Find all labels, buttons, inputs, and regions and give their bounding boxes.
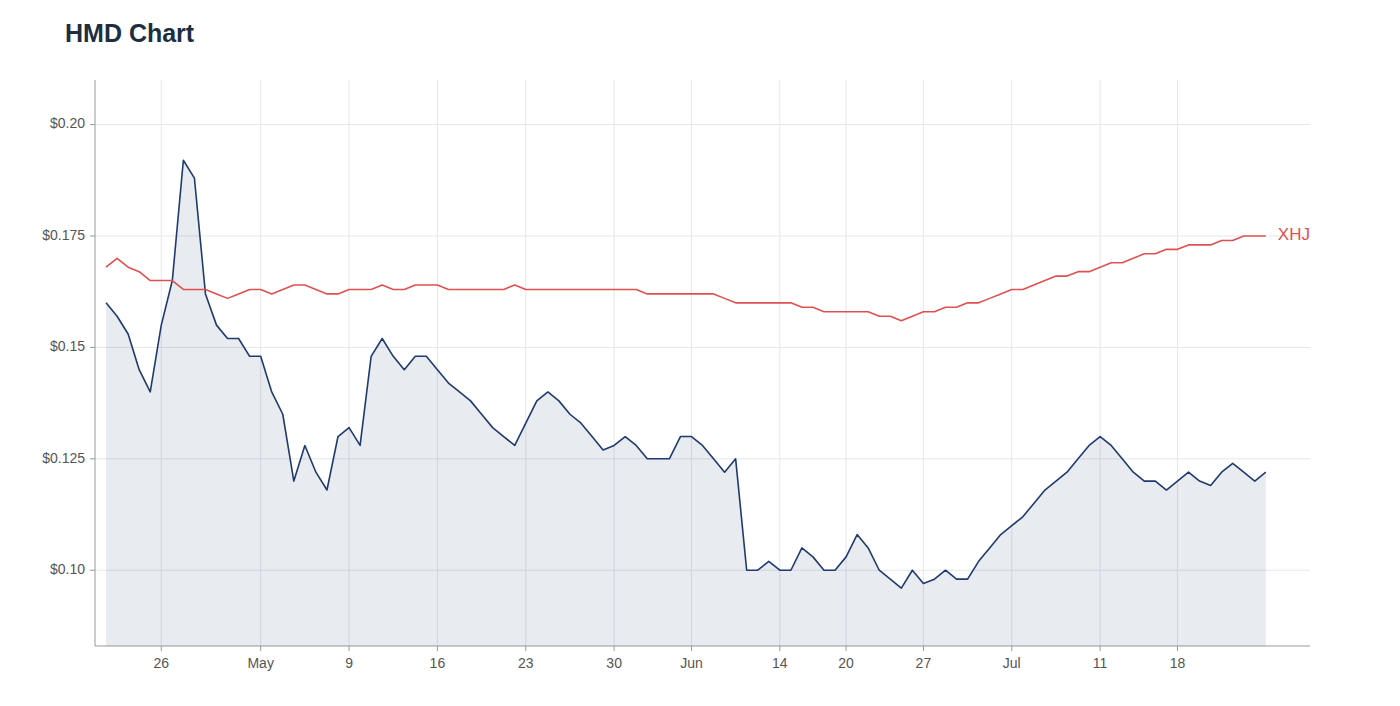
y-tick [90, 458, 95, 459]
y-tick-label: $0.15 [50, 338, 85, 354]
x-tick [437, 646, 438, 651]
x-tick [1177, 646, 1178, 651]
x-tick-label: 14 [772, 655, 788, 671]
x-tick-label: Jul [1003, 655, 1021, 671]
x-grid-line [779, 80, 780, 646]
y-tick-label: $0.10 [50, 561, 85, 577]
line [106, 236, 1266, 321]
y-grid-line [95, 347, 1310, 348]
x-tick-label: 23 [518, 655, 534, 671]
x-tick [923, 646, 924, 651]
area-fill [106, 160, 1266, 646]
x-tick-label: 16 [430, 655, 446, 671]
y-tick [90, 124, 95, 125]
y-tick [90, 235, 95, 236]
x-tick-label: 9 [345, 655, 353, 671]
x-tick-label: 20 [838, 655, 854, 671]
y-tick-label: $0.175 [42, 227, 85, 243]
y-tick-label: $0.125 [42, 450, 85, 466]
x-grid-line [923, 80, 924, 646]
x-tick-label: 30 [606, 655, 622, 671]
x-tick-label: 26 [153, 655, 169, 671]
chart: HMD Chart $0.10 $0.125 $0.15 $0.175 $0.20 26 Ma… [0, 0, 1400, 706]
grid [95, 80, 1310, 646]
y-grid-line [95, 235, 1310, 236]
x-tick [846, 646, 847, 651]
y-tick-label: $0.20 [50, 115, 85, 131]
line [106, 160, 1266, 588]
plot-area [106, 160, 1266, 646]
axes: $0.10 $0.125 $0.15 $0.175 $0.20 26 May 9 16 23 30 J… [42, 80, 1310, 671]
x-tick-label: 11 [1093, 655, 1108, 671]
x-tick [161, 646, 162, 651]
x-tick-label: May [247, 655, 273, 671]
x-tick [525, 646, 526, 651]
y-grid-line [95, 124, 1310, 125]
x-tick [779, 646, 780, 651]
y-tick [90, 347, 95, 348]
x-tick-label: Jun [680, 655, 703, 671]
x-tick-label: 27 [916, 655, 932, 671]
series-label: XHJ [1278, 225, 1310, 244]
y-tick [90, 570, 95, 571]
x-tick [1011, 646, 1012, 651]
x-tick [349, 646, 350, 651]
title: HMD Chart [65, 19, 195, 47]
x-tick [691, 646, 692, 651]
x-tick [1100, 646, 1101, 651]
x-tick [260, 646, 261, 651]
y-axis-line [95, 80, 96, 646]
x-tick-label: 18 [1170, 655, 1186, 671]
x-tick [614, 646, 615, 651]
